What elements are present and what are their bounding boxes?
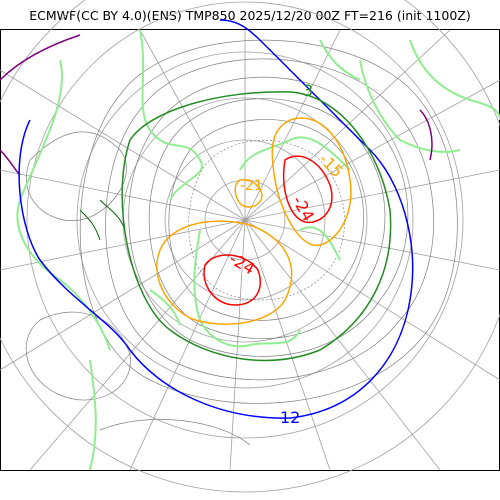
- label-12: 12: [280, 408, 300, 427]
- label-minus21: -21: [240, 178, 263, 194]
- contour-12: [18, 19, 414, 419]
- label-3: 3: [303, 81, 313, 100]
- contour-3: [121, 91, 392, 362]
- map-frame: [0, 29, 500, 471]
- thin-contours: [25, 39, 458, 446]
- coastlines-dark: [79, 199, 126, 241]
- label-minus15: -15: [315, 149, 347, 181]
- label-minus24-a: -24: [289, 193, 319, 225]
- coastlines: [16, 29, 500, 471]
- map-title: ECMWF(CC BY 4.0)(ENS) TMP850 2025/12/20 …: [29, 8, 471, 23]
- contour-minus24: [203, 155, 333, 306]
- contour-minus15: [156, 117, 352, 325]
- label-minus24-b: -24: [226, 249, 258, 279]
